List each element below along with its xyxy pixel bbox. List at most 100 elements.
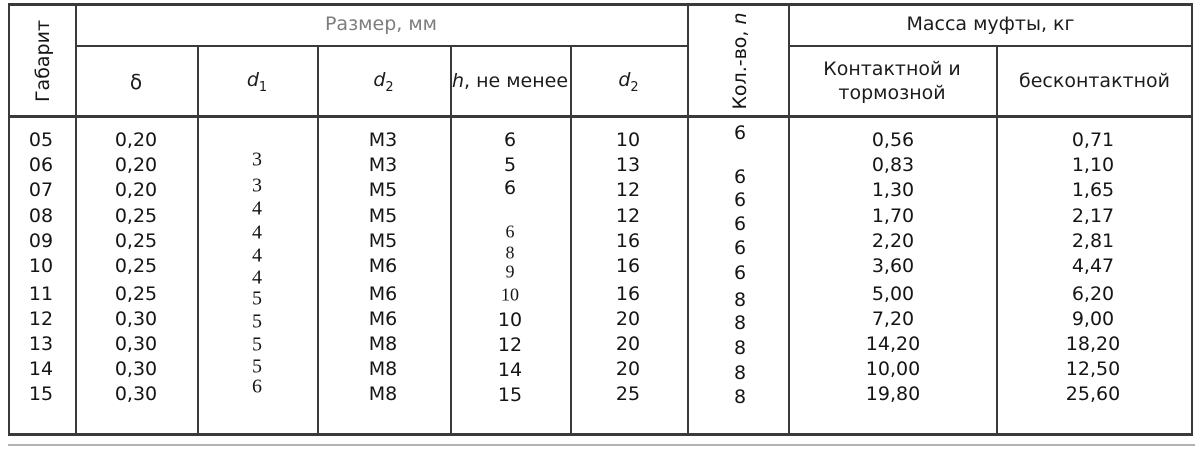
cell-d1: 4 (252, 221, 262, 244)
cell-n: 8 (733, 289, 747, 311)
cell-d2b: 20 (615, 333, 641, 355)
cell-d2b: 16 (615, 283, 641, 305)
cell-d1: 4 (252, 266, 262, 289)
grid-line (570, 45, 572, 436)
cell-n: 8 (733, 386, 747, 408)
d1-subscript: 1 (258, 79, 268, 95)
cell-d1: 5 (252, 355, 262, 378)
cell-h: 12 (497, 334, 523, 356)
mass-contact-line2: тормозной (838, 82, 946, 104)
grid-line (687, 3, 689, 436)
cell-delta: 0,25 (114, 283, 158, 305)
cell-delta: 0,25 (114, 255, 158, 277)
cell-d2a: M5 (368, 230, 398, 252)
cell-gabarit: 08 (28, 205, 54, 227)
cell-gabarit: 09 (28, 230, 54, 252)
cell-d1: 4 (252, 244, 262, 267)
cell-h: 6 (505, 221, 515, 242)
cell-mass_contactless: 18,20 (1065, 333, 1121, 355)
grid-line (75, 45, 687, 47)
cell-mass_contact: 1,70 (871, 205, 915, 227)
grid-line (788, 3, 790, 436)
cell-mass_contactless: 25,60 (1065, 383, 1121, 405)
cell-d2b: 12 (615, 179, 641, 201)
cell-delta: 0,25 (114, 230, 158, 252)
cell-d2b: 10 (615, 129, 641, 151)
column-header-d2a: d2 (317, 47, 450, 117)
cell-gabarit: 11 (28, 283, 54, 305)
cell-d1: 3 (252, 174, 262, 197)
grid-line (1191, 3, 1193, 436)
column-header-d1: d1 (197, 47, 317, 117)
cell-mass_contactless: 2,17 (1071, 205, 1115, 227)
cell-delta: 0,30 (114, 333, 158, 355)
cell-mass_contact: 7,20 (871, 308, 915, 330)
cell-d2b: 25 (615, 383, 641, 405)
cell-h: 9 (505, 261, 515, 282)
cell-d1: 4 (252, 197, 262, 220)
cell-delta: 0,30 (114, 358, 158, 380)
cell-h: 10 (497, 309, 523, 331)
d2b-symbol: d (618, 68, 631, 91)
cell-h: 6 (503, 129, 517, 151)
cell-h: 10 (501, 284, 519, 305)
cell-mass_contact: 14,20 (865, 333, 921, 355)
cell-n: 6 (733, 237, 747, 259)
cell-d2b: 13 (615, 154, 641, 176)
cell-mass_contactless: 1,65 (1071, 179, 1115, 201)
column-header-delta: δ (129, 69, 143, 94)
cell-gabarit: 05 (28, 129, 54, 151)
cell-d2b: 16 (615, 255, 641, 277)
cell-mass_contactless: 6,20 (1071, 283, 1115, 305)
grid-line (8, 3, 1193, 6)
mass-contact-line1: Контактной и (823, 58, 961, 81)
grid-line (788, 45, 1193, 47)
column-header-d2b: d2 (570, 47, 687, 117)
grid-line (8, 433, 1193, 436)
cell-mass_contact: 19,80 (865, 383, 921, 405)
cell-d2a: M3 (368, 129, 398, 151)
cell-gabarit: 10 (28, 255, 54, 277)
cell-d2a: M6 (368, 283, 398, 305)
cell-d2a: M8 (368, 358, 398, 380)
cell-n: 8 (733, 362, 747, 384)
cell-h: 8 (505, 242, 515, 263)
cell-h: 14 (497, 359, 523, 381)
grid-line (996, 45, 998, 436)
grid-line (317, 45, 319, 436)
cell-mass_contactless: 1,10 (1071, 154, 1115, 176)
cell-mass_contactless: 0,71 (1071, 129, 1115, 151)
cell-delta: 0,20 (114, 129, 158, 151)
cell-delta: 0,20 (114, 179, 158, 201)
cell-mass_contactless: 9,00 (1071, 308, 1115, 330)
cell-h: 6 (503, 177, 517, 199)
cell-gabarit: 14 (28, 358, 54, 380)
cell-delta: 0,25 (114, 205, 158, 227)
cell-mass_contact: 0,56 (871, 129, 915, 151)
cell-d2a: M5 (368, 205, 398, 227)
cell-d2a: M8 (368, 383, 398, 405)
column-group-header-massa: Масса муфты, кг (906, 12, 1075, 35)
cell-d2b: 20 (615, 358, 641, 380)
cell-d2a: M5 (368, 179, 398, 201)
cell-gabarit: 15 (28, 383, 54, 405)
cell-mass_contact: 0,83 (871, 154, 915, 176)
cell-gabarit: 13 (28, 333, 54, 355)
cell-d2a: M6 (368, 255, 398, 277)
column-group-header-razmer: Размер, мм (324, 12, 438, 35)
h-label-rest: , не менее (463, 70, 569, 93)
grid-line (75, 3, 77, 436)
cell-h: 5 (503, 154, 517, 176)
cell-d1: 5 (252, 287, 262, 310)
d2a-subscript: 2 (385, 79, 394, 95)
h-symbol: h (451, 70, 464, 93)
cell-mass_contact: 1,30 (871, 179, 915, 201)
cell-mass_contactless: 2,81 (1071, 230, 1115, 252)
cell-d1: 3 (252, 148, 262, 171)
cell-d1: 5 (252, 310, 262, 333)
cell-d2b: 12 (615, 205, 641, 227)
cell-n: 6 (733, 189, 747, 211)
cell-gabarit: 12 (28, 308, 54, 330)
